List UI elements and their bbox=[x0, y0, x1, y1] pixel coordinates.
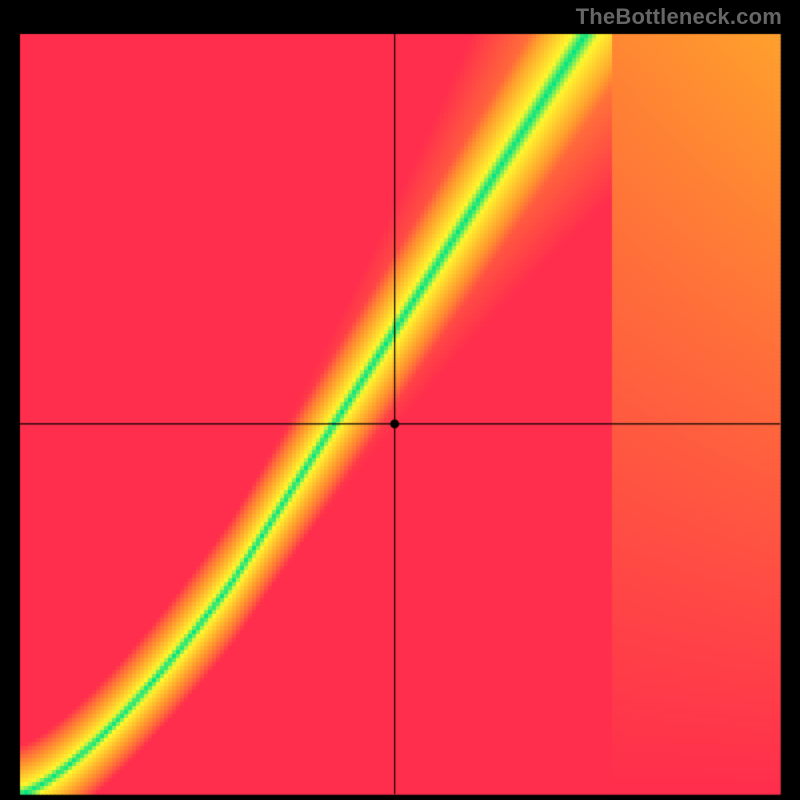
watermark-text: TheBottleneck.com bbox=[576, 4, 782, 30]
chart-container: { "watermark": "TheBottleneck.com", "wat… bbox=[0, 0, 800, 800]
bottleneck-heatmap bbox=[0, 0, 800, 800]
